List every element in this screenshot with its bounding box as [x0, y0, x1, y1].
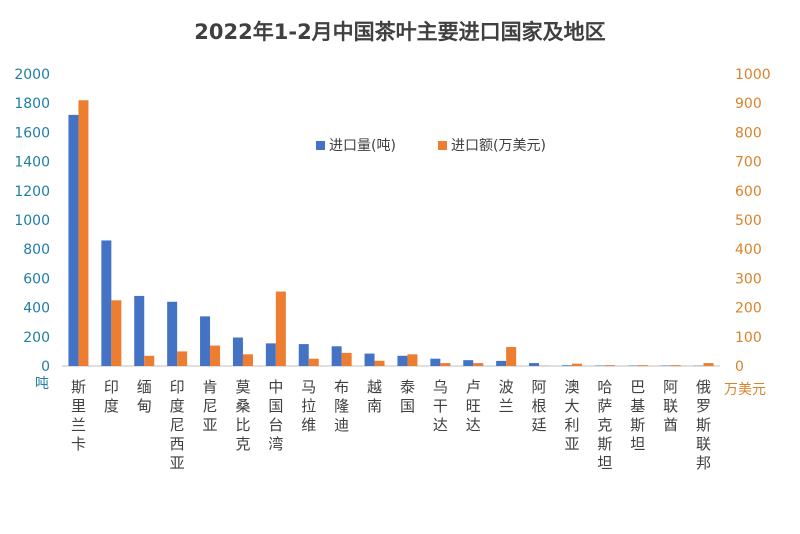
bar-value: [144, 356, 154, 366]
left-tick-label: 400: [23, 301, 50, 317]
right-tick-label: 600: [735, 184, 762, 200]
left-tick-label: 1000: [14, 213, 50, 229]
left-tick-label: 600: [23, 271, 50, 287]
bar-value: [704, 363, 714, 366]
category-label: 波兰: [499, 378, 514, 415]
category-label: 乌干达: [433, 378, 448, 434]
right-tick-label: 900: [735, 96, 762, 112]
bar-volume: [562, 365, 572, 366]
right-tick-label: 100: [735, 330, 762, 346]
category-label: 缅甸: [137, 378, 152, 415]
bar-value: [375, 361, 385, 366]
category-label: 印度: [104, 378, 119, 415]
category-label: 阿联酋: [663, 378, 678, 434]
category-label: 印度尼西亚: [170, 378, 185, 472]
left-tick-label: 0: [41, 359, 50, 375]
category-label: 马拉维: [301, 378, 316, 434]
bar-volume: [233, 338, 243, 366]
bar-volume: [167, 302, 177, 366]
right-tick-label: 800: [735, 125, 762, 141]
right-tick-label: 300: [735, 271, 762, 287]
bar-volume: [365, 354, 375, 366]
bar-value: [473, 363, 483, 366]
bar-volume: [430, 359, 440, 366]
bar-value: [78, 100, 88, 366]
bar-value: [309, 359, 319, 366]
category-label: 布隆迪: [334, 378, 349, 434]
legend-swatch-volume: [316, 141, 325, 150]
left-tick-label: 1600: [14, 125, 50, 141]
category-label: 泰国: [400, 378, 415, 415]
category-label: 俄罗斯联邦: [696, 378, 711, 472]
category-label: 越南: [367, 378, 382, 415]
bar-volume: [332, 346, 342, 366]
category-label: 莫桑比克: [235, 378, 250, 453]
bar-volume: [200, 316, 210, 366]
bar-value: [440, 363, 450, 366]
bar-volume: [397, 356, 407, 366]
legend-swatch-value: [438, 141, 447, 150]
left-tick-label: 1800: [14, 96, 50, 112]
bar-value: [111, 300, 121, 366]
bar-volume: [266, 343, 276, 366]
bar-value: [407, 354, 417, 366]
right-tick-label: 400: [735, 242, 762, 258]
right-tick-label: 500: [735, 213, 762, 229]
bar-volume: [134, 296, 144, 366]
category-label: 巴基斯坦: [630, 378, 645, 453]
bar-value: [276, 292, 286, 366]
bar-volume: [68, 115, 78, 366]
right-tick-label: 1000: [735, 67, 771, 83]
right-tick-label: 700: [735, 155, 762, 171]
bar-volume: [299, 344, 309, 366]
bar-value: [605, 365, 615, 366]
left-axis-unit: 吨: [35, 376, 49, 392]
category-label: 阿根廷: [532, 378, 547, 434]
right-tick-label: 0: [735, 359, 744, 375]
chart-title: 2022年1-2月中国茶叶主要进口国家及地区: [194, 20, 605, 44]
bar-volume: [101, 240, 111, 366]
category-label: 肯尼亚: [203, 378, 218, 434]
bar-value: [638, 365, 648, 366]
bar-value: [243, 354, 253, 366]
bar-value: [342, 353, 352, 366]
bar-volume: [496, 361, 506, 366]
left-tick-label: 1400: [14, 155, 50, 171]
category-label: 斯里兰卡: [71, 378, 86, 453]
bar-value: [572, 364, 582, 366]
bar-value: [671, 365, 681, 366]
left-tick-label: 200: [23, 330, 50, 346]
right-tick-label: 200: [735, 301, 762, 317]
legend: 进口量(吨) 进口额(万美元): [316, 138, 546, 154]
right-axis-unit: 万美元: [724, 382, 766, 398]
bar-value: [506, 347, 516, 366]
left-tick-label: 1200: [14, 184, 50, 200]
left-tick-label: 800: [23, 242, 50, 258]
category-label: 中国台湾: [268, 378, 283, 453]
bar-value: [177, 351, 187, 366]
category-label: 卢旺达: [466, 378, 481, 434]
legend-label-value: 进口额(万美元): [451, 138, 546, 154]
legend-label-volume: 进口量(吨): [329, 138, 396, 154]
bar-volume: [529, 363, 539, 366]
category-label: 哈萨克斯坦: [597, 378, 612, 472]
bar-value: [210, 346, 220, 366]
category-label: 澳大利亚: [564, 378, 579, 453]
bar-volume: [463, 360, 473, 366]
left-tick-label: 2000: [14, 67, 50, 83]
